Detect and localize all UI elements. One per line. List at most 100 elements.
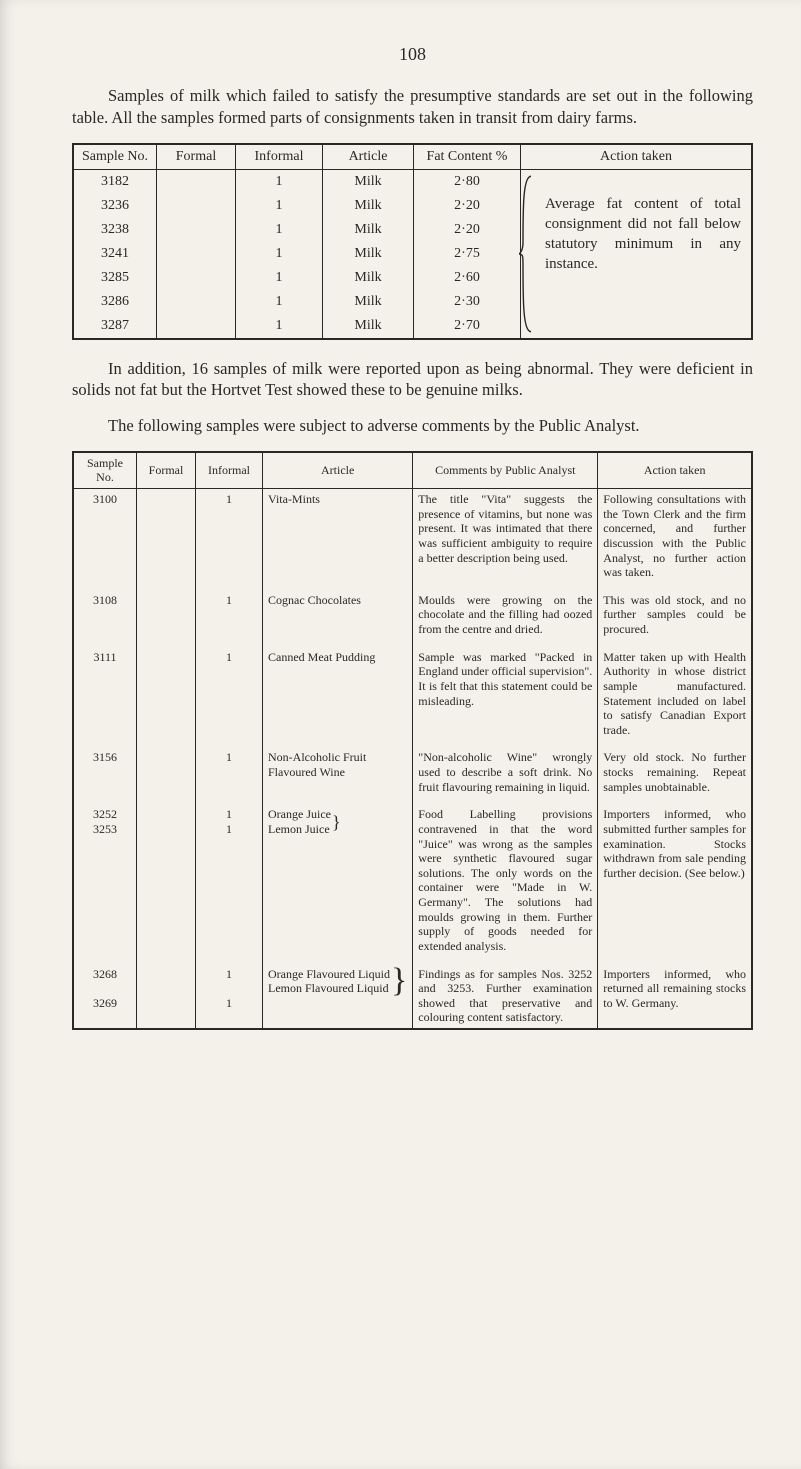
table-row: 3108 1 Cognac Chocolates Moulds were gro… [73, 583, 752, 640]
t2-informal-5a: 1 [226, 967, 232, 981]
mid-paragraph-1: In addition, 16 samples of milk were rep… [72, 358, 753, 402]
t2-informal-4b: 1 [226, 822, 232, 836]
t2-informal-2: 1 [196, 640, 263, 741]
t2-h-sample: Sample No. [73, 452, 137, 489]
t1-article-1: Milk [323, 194, 414, 218]
t1-sample-6: 3287 [73, 314, 157, 339]
t2-informal-5: 1 1 [196, 957, 263, 1030]
t2-comments-4: Food Labelling provisions contravened in… [413, 797, 598, 956]
t2-article-1: Cognac Chocolates [263, 583, 413, 640]
t1-fat-3: 2·75 [414, 242, 521, 266]
t1-informal-3: 1 [236, 242, 323, 266]
t2-h-formal: Formal [137, 452, 196, 489]
t1-fat-2: 2·20 [414, 218, 521, 242]
t1-action-text: Average fat content of total consignment… [527, 174, 745, 275]
t2-comments-1: Moulds were growing on the chocolate and… [413, 583, 598, 640]
t2-action-5: Importers informed, who returned all rem… [598, 957, 752, 1030]
t2-h-action: Action taken [598, 452, 752, 489]
t2-h-informal: Informal [196, 452, 263, 489]
mid-paragraph-2: The following samples were subject to ad… [72, 415, 753, 437]
t2-informal-0: 1 [196, 489, 263, 583]
t2-sample-1: 3108 [73, 583, 137, 640]
t1-h-fat: Fat Content % [414, 144, 521, 170]
t2-article-4: Orange Juice Lemon Juice } [263, 797, 413, 956]
t2-comments-5: Findings as for samples Nos. 3252 and 32… [413, 957, 598, 1030]
t1-article-2: Milk [323, 218, 414, 242]
t2-article-5b: Lemon Flavoured Liquid [268, 981, 390, 996]
table-row: 3252 3253 1 1 Orange Juice Lemon Juice }… [73, 797, 752, 956]
t2-informal-4a: 1 [226, 807, 232, 821]
t1-h-action: Action taken [521, 144, 753, 170]
t1-fat-4: 2·60 [414, 266, 521, 290]
t1-sample-2: 3238 [73, 218, 157, 242]
mid2-text: The following samples were subject to ad… [108, 416, 640, 435]
t1-fat-6: 2·70 [414, 314, 521, 339]
intro-paragraph: Samples of milk which failed to satisfy … [72, 85, 753, 129]
t2-article-5: Orange Flavoured Liquid Lemon Flavoured … [263, 957, 413, 1030]
t1-informal-6: 1 [236, 314, 323, 339]
t2-sample-2: 3111 [73, 640, 137, 741]
t2-sample-3: 3156 [73, 740, 137, 797]
t2-sample-5: 3268 3269 [73, 957, 137, 1030]
t1-sample-3: 3241 [73, 242, 157, 266]
t1-article-6: Milk [323, 314, 414, 339]
t2-article-4b: Lemon Juice [268, 822, 331, 837]
t2-sample-4: 3252 3253 [73, 797, 137, 956]
table-row: 3268 3269 1 1 Orange Flavoured Liquid Le… [73, 957, 752, 1030]
t2-comments-2: Sample was marked "Packed in England und… [413, 640, 598, 741]
t1-informal-2: 1 [236, 218, 323, 242]
t2-article-4a: Orange Juice [268, 807, 331, 822]
t1-formal-6 [157, 314, 236, 339]
t2-informal-5b: 1 [226, 996, 232, 1010]
t2-action-4: Importers informed, who submitted furthe… [598, 797, 752, 956]
t1-article-3: Milk [323, 242, 414, 266]
t2-informal-3: 1 [196, 740, 263, 797]
t1-formal-5 [157, 290, 236, 314]
t2-action-0: Following consultations with the Town Cl… [598, 489, 752, 583]
t1-h-sample: Sample No. [73, 144, 157, 170]
t1-sample-4: 3285 [73, 266, 157, 290]
t1-action-cell: Average fat content of total consignment… [521, 169, 753, 339]
t2-formal-2 [137, 640, 196, 741]
t2-article-3: Non-Alcoholic Fruit Flavoured Wine [263, 740, 413, 797]
brace-icon: } [391, 975, 407, 987]
t2-h-comments: Comments by Public Analyst [413, 452, 598, 489]
t2-sample-5a: 3268 [93, 967, 117, 981]
t1-informal-4: 1 [236, 266, 323, 290]
t2-informal-1: 1 [196, 583, 263, 640]
t2-comments-3: "Non-alcoholic Wine" wrongly used to des… [413, 740, 598, 797]
t2-formal-1 [137, 583, 196, 640]
t2-sample-5b: 3269 [93, 996, 117, 1010]
t2-action-1: This was old stock, and no further sampl… [598, 583, 752, 640]
table-row: 3156 1 Non-Alcoholic Fruit Flavoured Win… [73, 740, 752, 797]
t1-formal-2 [157, 218, 236, 242]
t2-action-3: Very old stock. No further stocks remain… [598, 740, 752, 797]
t1-fat-5: 2·30 [414, 290, 521, 314]
page-number: 108 [72, 44, 753, 65]
t2-sample-4b: 3253 [93, 822, 117, 836]
t1-sample-1: 3236 [73, 194, 157, 218]
t1-formal-4 [157, 266, 236, 290]
t2-sample-0: 3100 [73, 489, 137, 583]
t2-h-article: Article [263, 452, 413, 489]
milk-table: Sample No. Formal Informal Article Fat C… [72, 143, 753, 340]
t2-article-2: Canned Meat Pudding [263, 640, 413, 741]
page: 108 Samples of milk which failed to sati… [0, 0, 801, 1469]
t2-informal-4: 1 1 [196, 797, 263, 956]
t2-formal-3 [137, 740, 196, 797]
table-row: 3111 1 Canned Meat Pudding Sample was ma… [73, 640, 752, 741]
t1-informal-1: 1 [236, 194, 323, 218]
t1-fat-0: 2·80 [414, 169, 521, 194]
t2-formal-4 [137, 797, 196, 956]
t1-formal-1 [157, 194, 236, 218]
t1-formal-0 [157, 169, 236, 194]
t2-article-0: Vita-Mints [263, 489, 413, 583]
t1-formal-3 [157, 242, 236, 266]
t1-informal-5: 1 [236, 290, 323, 314]
analyst-table: Sample No. Formal Informal Article Comme… [72, 451, 753, 1030]
t1-h-informal: Informal [236, 144, 323, 170]
t1-fat-1: 2·20 [414, 194, 521, 218]
t1-sample-0: 3182 [73, 169, 157, 194]
t2-article-5a: Orange Flavoured Liquid [268, 967, 390, 982]
t2-formal-5 [137, 957, 196, 1030]
